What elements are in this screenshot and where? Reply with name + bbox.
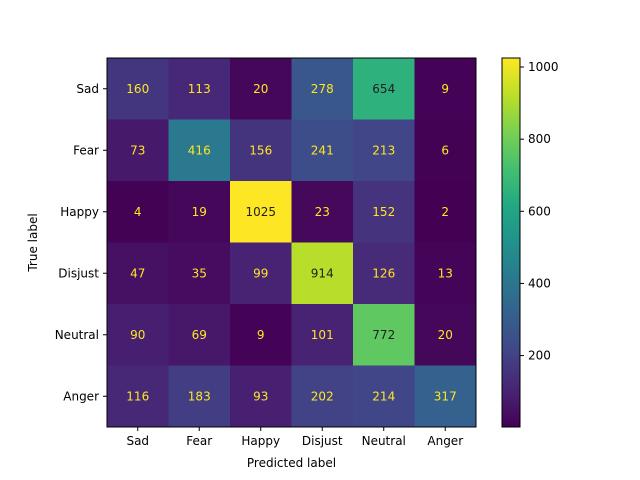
y-tick-label: Anger	[63, 389, 99, 403]
cell-value-label: 13	[438, 266, 453, 280]
colorbar	[501, 57, 521, 428]
cell-value-label: 69	[192, 328, 207, 342]
cell-value-label: 20	[438, 328, 453, 342]
heatmap-cell	[353, 119, 415, 182]
heatmap-cell	[107, 181, 169, 243]
y-tick-label: Fear	[73, 143, 99, 157]
heatmap-cell	[353, 58, 415, 120]
cell-value-label: 47	[130, 266, 145, 280]
heatmap-cell	[107, 304, 169, 366]
heatmap-cells	[107, 58, 477, 428]
colorbar-tick-label: 200	[528, 349, 551, 363]
x-tick-label: Anger	[427, 434, 463, 448]
y-tick-label: Neutral	[55, 328, 99, 342]
heatmap-cell	[230, 304, 292, 366]
x-axis-ticks: Sad Fear Happy Disjust Neutral Anger	[126, 427, 463, 448]
heatmap-cell	[353, 304, 415, 366]
x-axis-label: Predicted label	[247, 456, 336, 470]
cell-value-label: 160	[126, 82, 149, 96]
cell-value-label: 93	[253, 389, 268, 403]
heatmap-cell	[414, 58, 477, 120]
cell-value-label: 278	[311, 82, 334, 96]
heatmap-cell	[414, 119, 477, 182]
x-tick-label: Neutral	[362, 434, 406, 448]
cell-value-label: 20	[253, 82, 268, 96]
cell-value-label: 213	[372, 143, 395, 157]
heatmap-cell	[168, 242, 231, 305]
cell-value-label: 241	[311, 143, 334, 157]
y-axis-ticks: Sad Fear Happy Disjust Neutral Anger	[55, 82, 107, 403]
cell-value-label: 35	[192, 266, 207, 280]
heatmap-cell	[291, 365, 354, 428]
cell-value-label: 183	[188, 389, 211, 403]
colorbar-tick-label: 1000	[528, 60, 559, 74]
y-tick-label: Sad	[76, 82, 99, 96]
cell-value-label: 416	[188, 143, 211, 157]
heatmap-cell	[291, 58, 354, 120]
cell-value-label: 9	[441, 82, 449, 96]
cell-value-label: 90	[130, 328, 145, 342]
colorbar-tick-label: 400	[528, 276, 551, 290]
cell-value-label: 73	[130, 143, 145, 157]
heatmap-cell	[414, 304, 477, 366]
heatmap-cell	[230, 181, 292, 243]
heatmap-cell	[230, 242, 292, 305]
heatmap-cell	[168, 304, 231, 366]
heatmap-cell	[168, 119, 231, 182]
x-tick-label: Sad	[126, 434, 149, 448]
cell-value-label: 19	[192, 205, 207, 219]
heatmap-cell	[168, 58, 231, 120]
cell-value-label: 99	[253, 266, 268, 280]
heatmap-cell	[107, 242, 169, 305]
cell-value-label: 101	[311, 328, 334, 342]
y-axis-label: True label	[26, 213, 40, 272]
colorbar-tick-label: 800	[528, 132, 551, 146]
cell-value-label: 113	[188, 82, 211, 96]
heatmap-cell	[414, 181, 477, 243]
cell-value-label: 772	[372, 328, 395, 342]
cell-value-label: 1025	[245, 205, 276, 219]
x-tick-label: Disjust	[302, 434, 343, 448]
colorbar-ticks: 200 400 600 800 1000	[520, 60, 559, 363]
y-tick-label: Happy	[60, 205, 99, 219]
x-tick-label: Fear	[186, 434, 212, 448]
cell-value-label: 914	[311, 266, 334, 280]
cell-value-label: 6	[441, 143, 449, 157]
heatmap-cell	[353, 365, 415, 428]
y-tick-label: Disjust	[58, 266, 99, 280]
heatmap-cell-labels: 160 113 20 278 654 973 416 156 241 213 64 19 1025 23 1…	[126, 82, 456, 404]
cell-value-label: 4	[134, 205, 142, 219]
heatmap-cell	[168, 181, 231, 243]
heatmap-cell	[291, 242, 354, 305]
plot-frame	[106, 57, 477, 428]
heatmap-cell	[168, 365, 231, 428]
cell-value-label: 156	[249, 143, 272, 157]
heatmap-cell	[107, 365, 169, 428]
cell-value-label: 202	[311, 389, 334, 403]
cell-value-label: 2	[441, 205, 449, 219]
cell-value-label: 317	[434, 389, 457, 403]
heatmap-cell	[414, 365, 477, 428]
heatmap-cell	[291, 181, 354, 243]
colorbar-tick-label: 600	[528, 204, 551, 218]
heatmap-cell	[230, 119, 292, 182]
heatmap-cell	[107, 58, 169, 120]
x-tick-label: Happy	[241, 434, 280, 448]
heatmap-cell	[230, 58, 292, 120]
heatmap-cell	[414, 242, 477, 305]
cell-value-label: 126	[372, 266, 395, 280]
cell-value-label: 23	[315, 205, 330, 219]
cell-value-label: 152	[372, 205, 395, 219]
cell-value-label: 9	[257, 328, 265, 342]
heatmap-cell	[353, 242, 415, 305]
heatmap-cell	[107, 119, 169, 182]
heatmap-cell	[291, 304, 354, 366]
heatmap-cell	[291, 119, 354, 182]
cell-value-label: 214	[372, 389, 395, 403]
heatmap-cell	[353, 181, 415, 243]
cell-value-label: 116	[126, 389, 149, 403]
heatmap-cell	[230, 365, 292, 428]
cell-value-label: 654	[372, 82, 395, 96]
